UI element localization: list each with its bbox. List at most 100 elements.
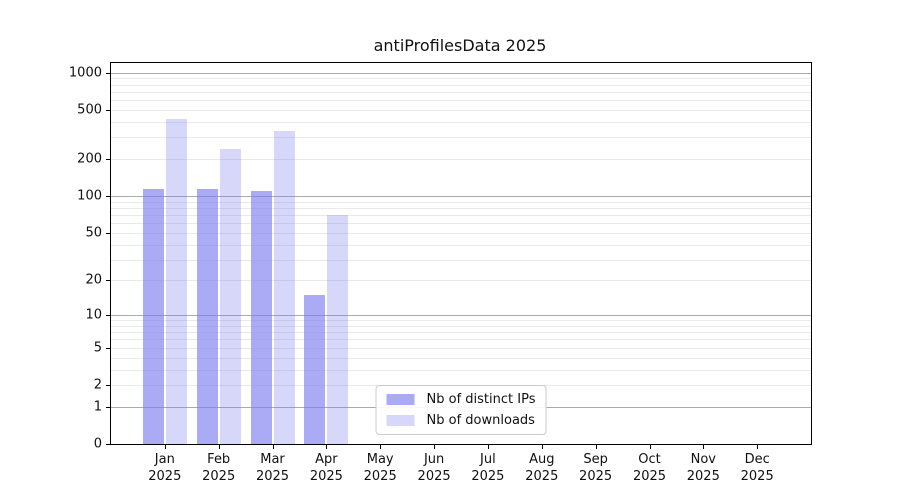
y-tick-label: 1 [93,399,102,415]
y-gridline-major [111,315,811,317]
y-tick-label: 50 [85,225,102,241]
x-tick-label: Apr 2025 [310,451,343,485]
x-tick-year: 2025 [632,469,667,484]
x-tick-year: 2025 [417,469,451,484]
y-gridline-minor [111,121,811,123]
bar-nb-of-distinct-ips [304,295,326,444]
y-tick [106,196,110,197]
x-tick-year: 2025 [148,469,182,484]
legend-item-nb-of-distinct-ips: Nb of distinct IPs [386,392,536,407]
x-tick-label: Nov 2025 [687,451,720,485]
bar-nb-of-downloads [327,215,349,444]
x-tick-label: Dec 2025 [741,451,774,485]
x-tick-label: Mar 2025 [256,451,289,485]
x-tick [487,445,489,449]
x-tick-month: Aug [529,452,555,467]
x-tick-year: 2025 [525,469,559,484]
bar-nb-of-downloads [273,130,295,444]
x-tick [703,445,705,449]
x-tick [164,445,166,449]
legend-label: Nb of distinct IPs [426,392,536,407]
y-tick [106,232,110,234]
x-tick-label: Jan 2025 [148,451,181,485]
y-gridline-minor [111,159,811,160]
x-tick-month: Sep [583,452,608,467]
x-tick-year: 2025 [686,469,720,484]
y-tick [106,159,110,160]
y-tick [106,406,110,408]
y-gridline-minor [111,207,811,209]
x-tick-month: Mar [260,452,285,467]
x-tick [434,445,436,449]
x-tick-label: Jun 2025 [418,451,451,485]
y-tick [106,110,110,111]
y-gridline-minor [111,84,811,86]
x-tick-year: 2025 [579,469,613,484]
x-tick-month: Oct [638,452,661,467]
y-tick-label: 500 [77,102,102,118]
y-gridline-minor [111,215,811,216]
x-tick-month: Jan [154,452,175,467]
y-tick [106,280,110,282]
x-tick-year: 2025 [471,469,505,484]
x-tick-month: Jun [423,452,445,467]
x-tick [218,445,220,449]
x-tick-month: Nov [690,452,716,467]
y-gridline-minor [111,325,811,327]
y-gridline-minor [111,357,811,359]
y-tick-label: 10 [85,307,102,323]
y-tick-label: 5 [93,340,102,356]
y-gridline-minor [111,259,811,261]
plot-area: 0 1 2 5 10 20 50 100 200 500 1000 Jan 2025 Feb 2025 Mar… [69,62,812,484]
x-tick [272,445,274,449]
x-tick [757,445,759,449]
legend-label: Nb of downloads [426,413,535,428]
x-tick [326,445,328,449]
x-tick [649,445,651,449]
legend: Nb of distinct IPs Nb of downloads [375,385,547,435]
x-tick [541,445,543,449]
x-tick-label: Aug 2025 [525,451,558,485]
y-gridline-minor [111,78,811,80]
y-gridline-minor [111,320,811,322]
x-tick-label: Jul 2025 [471,451,504,485]
y-gridline-major [111,72,811,74]
bar-nb-of-downloads [165,119,187,444]
y-gridline-minor [111,223,811,225]
y-gridline-minor [111,369,811,371]
y-gridline-minor [111,201,811,203]
x-tick-year: 2025 [363,469,397,484]
y-tick [106,444,110,445]
bar-nb-of-distinct-ips [142,188,164,444]
y-gridline-minor [111,280,811,282]
y-gridline-major [111,196,811,197]
x-tick [380,445,382,449]
x-tick-label: Sep 2025 [579,451,612,485]
y-tick-label: 2 [93,377,102,393]
x-tick-label: May 2025 [364,451,397,485]
y-gridline-minor [111,91,811,93]
y-gridline-minor [111,339,811,341]
y-gridline-minor [111,232,811,234]
x-tick-month: May [366,452,394,467]
x-tick-label: Feb 2025 [202,451,235,485]
y-gridline-minor [111,137,811,139]
y-gridline-minor [111,332,811,334]
x-tick-month: Jul [480,452,496,467]
x-tick-month: Apr [315,452,338,467]
y-gridline-minor [111,100,811,102]
x-tick-year: 2025 [740,469,774,484]
chart-title: antiProfilesData 2025 [373,36,547,55]
y-tick [106,315,110,317]
x-tick-year: 2025 [202,469,236,484]
y-tick-label: 200 [77,151,102,167]
y-tick-label: 100 [77,188,102,204]
legend-item-nb-of-downloads: Nb of downloads [386,413,536,428]
y-gridline-minor [111,347,811,349]
x-tick [595,445,597,449]
y-tick-label: 20 [85,272,102,288]
bar-nb-of-distinct-ips [196,188,218,444]
x-tick-year: 2025 [255,469,290,484]
bar-nb-of-downloads [219,149,241,444]
